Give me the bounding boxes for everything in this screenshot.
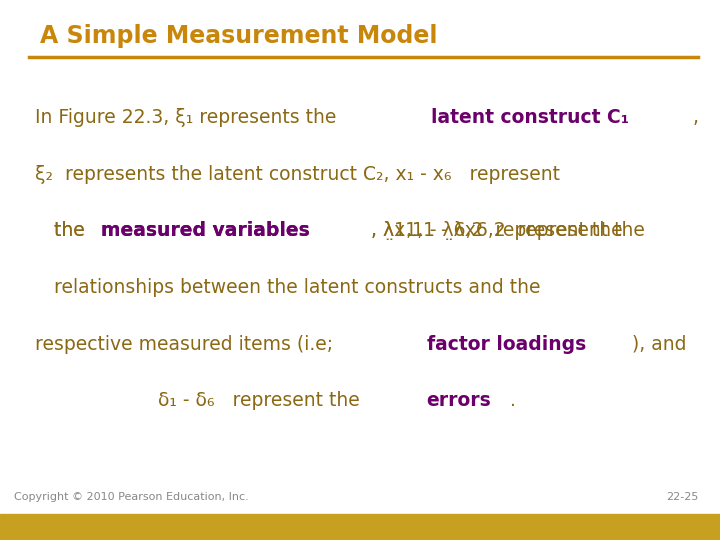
Text: ,: , — [687, 108, 698, 127]
Text: ), and: ), and — [632, 335, 687, 354]
Text: δ₁ - δ₆   represent the: δ₁ - δ₆ represent the — [158, 392, 366, 410]
Text: A Simple Measurement Model: A Simple Measurement Model — [40, 24, 437, 48]
Text: , λ̤1,1 - λ̤6,2  represent the: , λ̤1,1 - λ̤6,2 represent the — [371, 221, 622, 240]
Text: the: the — [54, 221, 91, 240]
Text: In Figure 22.3, ξ₁ represents the: In Figure 22.3, ξ₁ represents the — [35, 108, 342, 127]
Text: errors: errors — [426, 392, 491, 410]
Bar — [0, 514, 720, 540]
Text: respective measured items (i.e;: respective measured items (i.e; — [35, 335, 338, 354]
Text: latent construct C₁: latent construct C₁ — [431, 108, 629, 127]
Text: .: . — [510, 392, 516, 410]
Text: 22-25: 22-25 — [666, 492, 698, 503]
Text: measured variables: measured variables — [102, 221, 310, 240]
Text: the: the — [54, 221, 91, 240]
Text: factor loadings: factor loadings — [427, 335, 586, 354]
Text: relationships between the latent constructs and the: relationships between the latent constru… — [54, 278, 541, 297]
Text: measured variables: measured variables — [102, 221, 310, 240]
Text: , λx1,1 - λx6,2  represent the: , λx1,1 - λx6,2 represent the — [371, 221, 644, 240]
Text: ξ₂  represents the latent construct C₂, x₁ - x₆   represent: ξ₂ represents the latent construct C₂, x… — [35, 165, 559, 184]
Text: Copyright © 2010 Pearson Education, Inc.: Copyright © 2010 Pearson Education, Inc. — [14, 492, 249, 503]
